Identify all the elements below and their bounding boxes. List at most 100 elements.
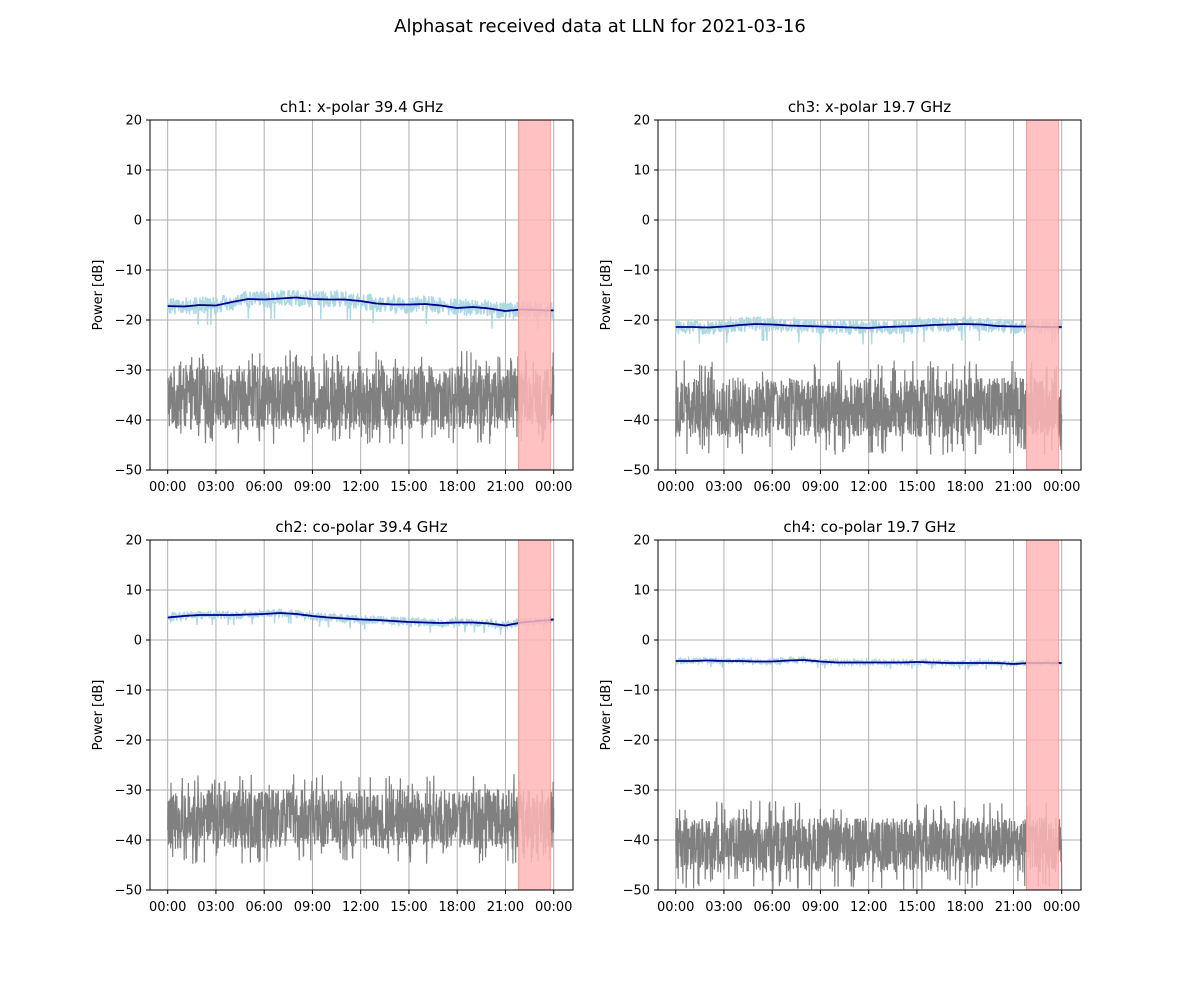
ch1-xtick-label-1: 03:00 [197, 480, 234, 495]
ch3-ytick-label-1: 10 [633, 164, 650, 179]
ch1-axes-frame [149, 119, 574, 471]
ch2-title: ch2: co-polar 39.4 GHz [275, 518, 447, 536]
ch2-xtick-label-3: 09:00 [294, 900, 331, 915]
ch1-ytick-label-1: 10 [125, 164, 142, 179]
ch3-plot-area [675, 120, 1063, 470]
ch4-xtick-label-2: 06:00 [753, 900, 790, 915]
ch2-ytick-label-7: −50 [115, 884, 142, 899]
ch1-ytick-label-6: −40 [115, 414, 142, 429]
ch2-ytick-label-6: −40 [115, 834, 142, 849]
ch3-signal-band [675, 315, 1063, 345]
ch1-xtick-label-2: 06:00 [245, 480, 282, 495]
ch3-ylabel: Power [dB] [599, 260, 614, 331]
ch4-xtick-label-7: 21:00 [995, 900, 1032, 915]
ch4-ytick-label-4: −20 [623, 734, 650, 749]
ch4-xtick-label-0: 00:00 [657, 900, 694, 915]
ch1-xtick-label-7: 21:00 [487, 480, 524, 495]
ch3-xtick-label-4: 12:00 [850, 480, 887, 495]
ch2-ytick-label-1: 10 [125, 584, 142, 599]
ch3-ytick-label-0: 20 [633, 114, 650, 129]
ch2-ytick-label-4: −20 [115, 734, 142, 749]
ch2-ytick-label-2: 0 [134, 634, 142, 649]
ch4-ytick-label-0: 20 [633, 534, 650, 549]
ch2-xtick-label-1: 03:00 [197, 900, 234, 915]
ch3-ytick-label-3: −10 [623, 264, 650, 279]
ch1-xtick-label-0: 00:00 [149, 480, 186, 495]
ch2-plot-area [167, 540, 555, 890]
ch3-trend-line [675, 323, 1062, 329]
ch3-xtick-label-3: 09:00 [802, 480, 839, 495]
ch1-highlight-span [518, 120, 551, 470]
ch2-xtick-label-2: 06:00 [245, 900, 282, 915]
ch4-xtick-label-4: 12:00 [850, 900, 887, 915]
ch3-axes-frame [657, 119, 1082, 471]
ch1-xtick-label-5: 15:00 [390, 480, 427, 495]
ch4-ytick-label-7: −50 [623, 884, 650, 899]
ch1-ytick-label-3: −10 [115, 264, 142, 279]
ch4-noise-series [675, 800, 1063, 890]
ch2-ytick-label-0: 20 [125, 534, 142, 549]
ch4-xtick-label-8: 00:00 [1043, 900, 1080, 915]
ch3-ytick-label-5: −30 [623, 364, 650, 379]
ch1-ytick-label-7: −50 [115, 464, 142, 479]
ch2-ytick-label-5: −30 [115, 784, 142, 799]
ch1-noise-series [167, 350, 555, 445]
ch4-axes-frame [657, 539, 1082, 891]
ch1-xtick-label-8: 00:00 [535, 480, 572, 495]
ch4-xtick-label-3: 09:00 [802, 900, 839, 915]
ch4-ytick-label-3: −10 [623, 684, 650, 699]
ch4-ytick-label-2: 0 [642, 634, 650, 649]
ch1-title: ch1: x-polar 39.4 GHz [280, 98, 443, 116]
ch2-xtick-label-7: 21:00 [487, 900, 524, 915]
ch4-ylabel: Power [dB] [599, 680, 614, 751]
ch3-title: ch3: x-polar 19.7 GHz [788, 98, 951, 116]
figure-title: Alphasat received data at LLN for 2021-0… [394, 16, 806, 37]
ch2-noise-series [167, 774, 555, 864]
ch3-ytick-label-4: −20 [623, 314, 650, 329]
ch3-xtick-label-6: 18:00 [946, 480, 983, 495]
ch3-highlight-span [1026, 120, 1059, 470]
ch4-highlight-span [1026, 540, 1059, 890]
ch4-ytick-label-6: −40 [623, 834, 650, 849]
ch1-xtick-label-6: 18:00 [438, 480, 475, 495]
ch4-xtick-label-5: 15:00 [898, 900, 935, 915]
ch1-ylabel: Power [dB] [91, 260, 106, 331]
ch2-axes-frame [149, 539, 574, 891]
ch1-xtick-label-3: 09:00 [294, 480, 331, 495]
ch2-xtick-label-6: 18:00 [438, 900, 475, 915]
ch1-ytick-label-4: −20 [115, 314, 142, 329]
ch2-xtick-label-8: 00:00 [535, 900, 572, 915]
ch3-ytick-label-7: −50 [623, 464, 650, 479]
ch1-xtick-label-4: 12:00 [342, 480, 379, 495]
ch4-title: ch4: co-polar 19.7 GHz [783, 518, 955, 536]
ch4-ytick-label-5: −30 [623, 784, 650, 799]
ch1-ytick-label-2: 0 [134, 214, 142, 229]
ch3-xtick-label-1: 03:00 [705, 480, 742, 495]
ch4-ytick-label-1: 10 [633, 584, 650, 599]
ch4-xtick-label-6: 18:00 [946, 900, 983, 915]
ch3-ytick-label-2: 0 [642, 214, 650, 229]
ch1-trend-line [167, 296, 554, 312]
ch1-ytick-label-0: 20 [125, 114, 142, 129]
ch4-xtick-label-1: 03:00 [705, 900, 742, 915]
ch3-xtick-label-8: 00:00 [1043, 480, 1080, 495]
ch3-xtick-label-5: 15:00 [898, 480, 935, 495]
ch2-highlight-span [518, 540, 551, 890]
ch4-trend-line [675, 659, 1062, 665]
ch1-plot-area [167, 120, 555, 470]
ch2-ytick-label-3: −10 [115, 684, 142, 699]
ch3-xtick-label-0: 00:00 [657, 480, 694, 495]
ch3-ytick-label-6: −40 [623, 414, 650, 429]
ch1-ytick-label-5: −30 [115, 364, 142, 379]
ch2-trend-line [167, 612, 554, 627]
ch2-ylabel: Power [dB] [91, 680, 106, 751]
ch2-xtick-label-0: 00:00 [149, 900, 186, 915]
ch3-noise-series [675, 360, 1063, 455]
ch2-xtick-label-5: 15:00 [390, 900, 427, 915]
ch4-plot-area [675, 540, 1063, 890]
